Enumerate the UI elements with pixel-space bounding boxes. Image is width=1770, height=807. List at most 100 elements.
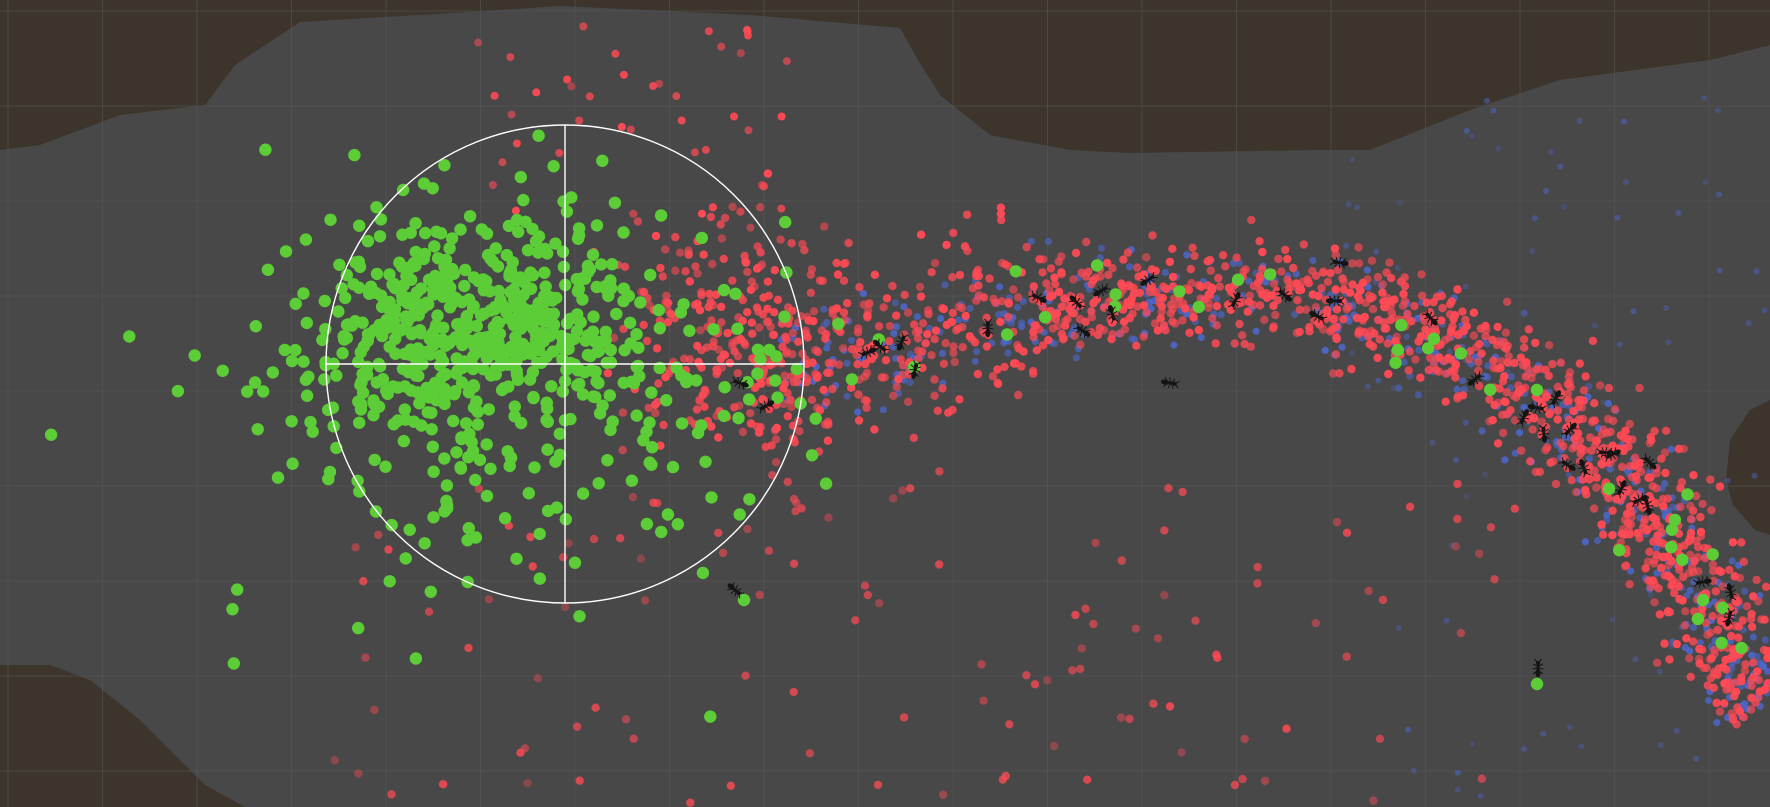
home-pheromone — [1603, 414, 1613, 424]
home-pheromone — [1029, 282, 1039, 291]
food-item — [526, 269, 540, 282]
food-pheromone — [1701, 95, 1708, 102]
home-pheromone — [789, 687, 798, 697]
home-pheromone — [628, 492, 638, 502]
ant — [858, 345, 877, 360]
home-pheromone — [741, 258, 751, 267]
home-pheromone — [1493, 398, 1503, 407]
ant — [1722, 607, 1736, 627]
home-pheromone — [1737, 538, 1746, 547]
ant — [1140, 271, 1158, 288]
food-item — [413, 397, 426, 410]
ant — [1275, 286, 1293, 303]
home-pheromone — [575, 116, 584, 125]
home-pheromone — [374, 530, 383, 540]
home-pheromone — [697, 288, 706, 297]
food-item — [418, 537, 431, 550]
home-pheromone — [484, 595, 494, 604]
home-pheromone — [933, 406, 942, 415]
food-pheromone — [1482, 471, 1489, 478]
food-item — [500, 248, 513, 262]
home-pheromone — [1431, 365, 1441, 375]
food-pheromone — [1414, 391, 1422, 399]
home-pheromone — [763, 304, 772, 314]
home-pheromone — [1215, 282, 1225, 291]
food-item — [512, 225, 525, 239]
home-pheromone — [1417, 291, 1427, 300]
food-pheromone — [906, 378, 914, 387]
home-pheromone — [1295, 305, 1305, 314]
home-pheromone — [730, 112, 738, 121]
home-pheromone — [847, 383, 856, 392]
home-pheromone — [973, 369, 983, 379]
home-pheromone — [825, 368, 834, 378]
food-pheromone — [1600, 399, 1607, 406]
food-item — [424, 585, 437, 598]
home-pheromone — [1224, 283, 1234, 293]
home-pheromone — [780, 379, 789, 388]
food-item — [279, 245, 293, 258]
food-pheromone — [1354, 204, 1361, 211]
home-pheromone — [993, 365, 1002, 374]
home-pheromone — [693, 269, 702, 278]
food-item — [542, 290, 555, 303]
home-pheromone — [1414, 337, 1423, 346]
home-pheromone — [1378, 288, 1387, 297]
home-pheromone — [555, 149, 564, 157]
home-pheromone — [1718, 582, 1728, 591]
home-pheromone — [764, 546, 774, 555]
home-pheromone — [736, 207, 745, 216]
food-pheromone — [1606, 465, 1614, 473]
food-pheromone — [1490, 107, 1497, 114]
home-pheromone — [1035, 255, 1044, 264]
home-pheromone — [853, 324, 863, 333]
home-pheromone — [802, 359, 812, 369]
home-pheromone — [1655, 522, 1665, 532]
home-pheromone — [1746, 614, 1756, 624]
home-pheromone — [1405, 347, 1415, 356]
home-pheromone — [930, 258, 940, 268]
home-pheromone — [1075, 314, 1085, 324]
home-pheromone — [523, 779, 532, 788]
food-item — [447, 414, 460, 428]
food-pheromone — [1161, 268, 1169, 277]
home-pheromone — [938, 790, 948, 799]
home-pheromone — [1695, 644, 1704, 654]
food-item — [251, 423, 264, 436]
home-pheromone — [1565, 378, 1575, 387]
home-pheromone — [690, 148, 699, 157]
home-pheromone — [359, 577, 368, 586]
home-pheromone — [861, 359, 870, 369]
home-pheromone — [1494, 337, 1503, 346]
food-pheromone — [1252, 327, 1260, 335]
food-item — [370, 376, 383, 389]
home-pheromone — [1742, 602, 1752, 611]
home-pheromone — [1682, 634, 1691, 643]
food-pheromone — [1632, 656, 1639, 663]
food-item — [504, 264, 518, 277]
food-item — [403, 523, 416, 536]
home-pheromone — [1213, 653, 1222, 662]
home-pheromone — [1354, 243, 1363, 252]
selection-gizmo[interactable] — [325, 124, 805, 604]
home-pheromone — [1680, 621, 1689, 630]
home-pheromone — [1132, 341, 1141, 350]
home-pheromone — [701, 388, 710, 397]
home-pheromone — [885, 337, 894, 346]
food-item — [601, 454, 614, 467]
carried-food — [1665, 540, 1678, 554]
home-pheromone — [905, 484, 915, 493]
food-pheromone — [1741, 587, 1749, 595]
home-pheromone — [759, 293, 768, 302]
home-pheromone — [839, 276, 849, 285]
food-item — [297, 355, 310, 368]
home-pheromone — [1181, 304, 1190, 313]
home-pheromone — [1441, 397, 1450, 406]
food-item — [354, 378, 367, 392]
home-pheromone — [1728, 713, 1738, 722]
food-item — [646, 441, 659, 454]
home-pheromone — [603, 369, 613, 378]
home-pheromone — [1734, 633, 1743, 642]
home-pheromone — [757, 181, 766, 189]
